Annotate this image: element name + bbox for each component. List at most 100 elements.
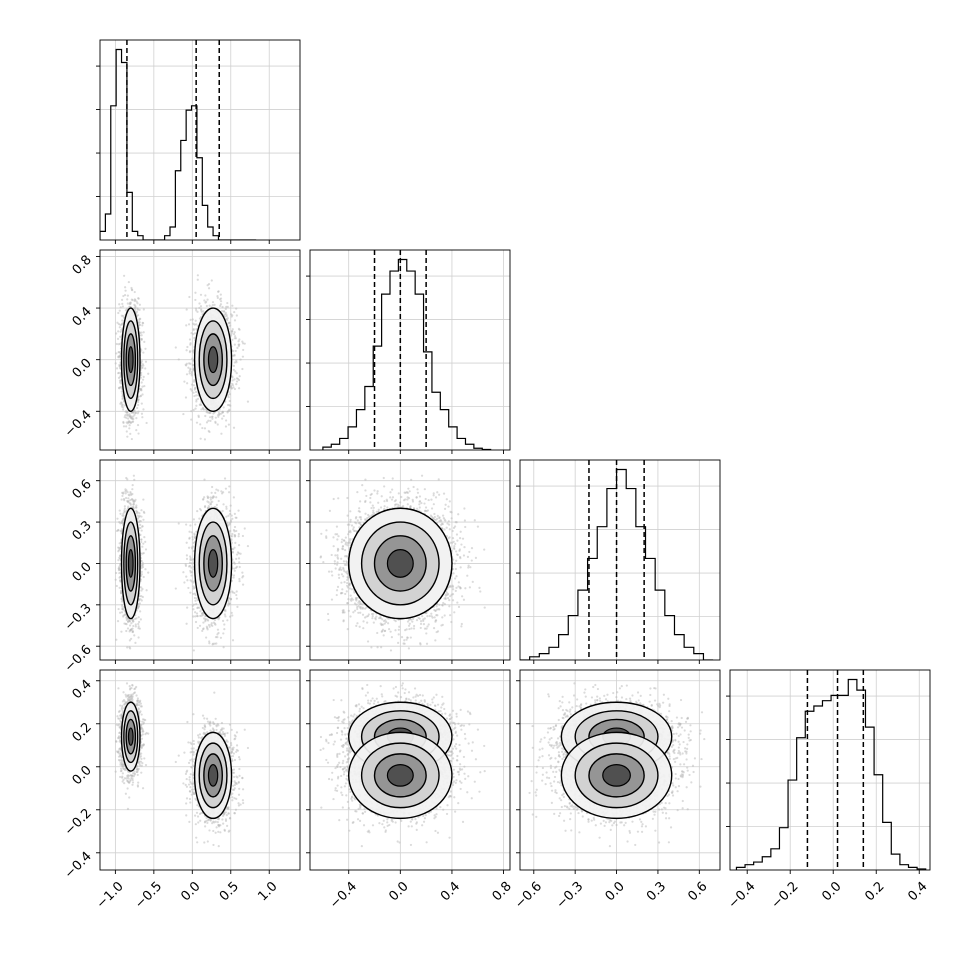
joint-panel-1-0 <box>100 250 300 450</box>
scatter-point <box>127 417 130 420</box>
scatter-point <box>191 357 194 360</box>
scatter-point <box>185 308 188 311</box>
histogram-0 <box>100 40 300 240</box>
scatter-point <box>233 378 236 381</box>
scatter-point <box>228 322 231 325</box>
scatter-point <box>211 417 214 420</box>
scatter-point <box>242 348 245 352</box>
scatter-point <box>133 290 136 294</box>
scatter-point <box>124 289 127 292</box>
scatter-point <box>233 331 236 334</box>
scatter-point <box>194 407 197 410</box>
scatter-point <box>235 372 238 375</box>
panel-frame-1-1 <box>309 249 511 451</box>
scatter-point <box>213 303 216 306</box>
scatter-point <box>142 331 145 334</box>
scatter-point <box>241 367 244 371</box>
scatter-point <box>188 370 191 373</box>
scatter-point <box>228 399 231 403</box>
scatter-point <box>134 308 137 311</box>
scatter-point <box>241 342 245 345</box>
scatter-point <box>174 346 177 349</box>
scatter-point <box>137 403 140 407</box>
histogram-1 <box>310 250 510 450</box>
scatter-point <box>122 316 125 319</box>
scatter-point <box>192 408 195 412</box>
scatter-point <box>141 363 144 366</box>
scatter-point <box>232 386 235 389</box>
histogram-step-0 <box>100 48 257 240</box>
scatter-point <box>237 327 241 330</box>
scatter-point <box>217 290 220 293</box>
scatter-point <box>237 340 240 343</box>
scatter-point <box>195 404 198 407</box>
scatter-point <box>115 332 118 335</box>
scatter-point <box>190 410 193 413</box>
scatter-point <box>186 382 189 385</box>
scatter-point <box>118 355 121 358</box>
scatter-point <box>195 309 198 312</box>
scatter-point <box>199 423 202 426</box>
scatter-point <box>238 375 241 378</box>
histogram-body-1 <box>310 250 510 450</box>
joint-body-1-0 <box>100 250 300 450</box>
scatter-point <box>234 349 237 353</box>
scatter-point <box>140 373 143 377</box>
scatter-point <box>208 411 211 414</box>
scatter-point <box>214 420 217 423</box>
scatter-point <box>208 642 211 645</box>
scatter-point <box>231 304 234 307</box>
joint-body-2-0 <box>100 460 300 660</box>
scatter-point <box>208 304 211 307</box>
scatter-point <box>217 411 220 414</box>
scatter-point <box>224 311 227 314</box>
scatter-point <box>185 362 188 365</box>
scatter-point <box>141 378 145 381</box>
scatter-point <box>226 305 229 308</box>
scatter-point <box>194 390 198 394</box>
scatter-point <box>118 387 121 390</box>
scatter-point <box>235 383 238 386</box>
scatter-point <box>207 282 211 286</box>
scatter-point <box>194 298 197 302</box>
scatter-point <box>124 286 127 289</box>
scatter-point <box>137 398 140 402</box>
scatter-point <box>203 299 206 302</box>
scatter-point <box>211 304 214 307</box>
scatter-point <box>140 338 143 341</box>
scatter-point <box>203 427 207 430</box>
scatter-point <box>141 366 144 370</box>
scatter-point <box>231 376 234 379</box>
scatter-point <box>233 319 237 322</box>
scatter-point <box>231 338 234 341</box>
scatter-point <box>145 421 148 425</box>
scatter-point <box>141 416 144 419</box>
scatter-point <box>142 308 145 311</box>
scatter-point <box>194 307 198 310</box>
scatter-point <box>135 428 138 432</box>
scatter-point <box>185 364 188 367</box>
scatter-point <box>187 366 190 369</box>
scatter-point <box>195 398 198 401</box>
scatter-point <box>199 437 202 440</box>
scatter-point <box>207 287 211 290</box>
scatter-point <box>115 367 119 370</box>
scatter-point <box>115 342 118 346</box>
scatter-point <box>192 322 195 325</box>
scatter-point <box>122 420 125 424</box>
scatter-point <box>219 303 223 306</box>
scatter-point <box>129 432 132 435</box>
scatter-point <box>142 375 145 378</box>
scatter-point <box>128 303 131 306</box>
scatter-point <box>202 310 205 313</box>
scatter-point <box>119 342 122 345</box>
scatter-point <box>132 307 136 310</box>
scatter-point <box>222 310 226 313</box>
scatter-point <box>136 406 139 410</box>
scatter-point <box>140 381 143 384</box>
scatter-point <box>238 565 241 569</box>
scatter-point <box>232 368 235 371</box>
scatter-point <box>196 310 199 313</box>
scatter-point <box>190 374 193 377</box>
scatter-point <box>130 288 134 291</box>
